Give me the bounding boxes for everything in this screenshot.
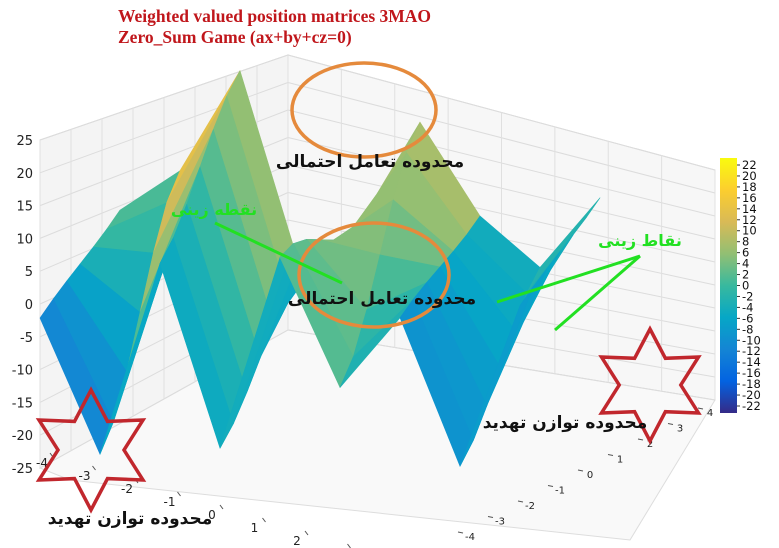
x-tick-label: 0 xyxy=(208,508,216,522)
y-tick-label: 3 xyxy=(677,424,683,435)
chart-subtitle: Zero_Sum Game (ax+by+cz=0) xyxy=(118,27,352,47)
y-tick-label: 0 xyxy=(587,470,593,481)
colorbar-tick-label: 16 xyxy=(742,191,757,205)
y-tick-label: 4 xyxy=(707,408,713,419)
annotation-threat-balance-left: محدوده توازن تهدید xyxy=(48,509,213,529)
colorbar-tick-label: 12 xyxy=(742,213,757,227)
colorbar-tick-label: 18 xyxy=(742,180,757,194)
saddle-pointer-right-a xyxy=(496,254,641,304)
x-tick-label: 1 xyxy=(251,521,259,535)
annotation-overlay: محدوده تعامل احتمالی نقطه زینی محدوده تع… xyxy=(35,61,702,529)
probable-interaction-circle-top xyxy=(290,61,438,159)
annotation-probable-interaction-middle: محدوده تعامل احتمالی xyxy=(288,289,476,309)
threat-star-left xyxy=(35,386,147,514)
z-tick-label: 10 xyxy=(16,232,33,247)
x-tick-mark xyxy=(347,543,351,548)
z-tick-label: 0 xyxy=(25,298,33,313)
z-tick-label: -25 xyxy=(12,462,33,477)
y-tick-mark xyxy=(607,454,614,456)
y-tick-mark xyxy=(667,423,674,425)
z-tick-label: -20 xyxy=(12,429,33,444)
x-tick-label: -2 xyxy=(121,482,133,496)
x-tick-mark xyxy=(262,517,266,523)
x-tick-label: -4 xyxy=(36,456,48,470)
z-tick-label: -10 xyxy=(12,364,33,379)
colorbar-gradient xyxy=(720,158,737,413)
x-tick-mark xyxy=(177,491,181,497)
colorbar: -22-20-18-16-14-12-10-8-6-4-202468101214… xyxy=(720,158,761,413)
colorbar-tick-label: -4 xyxy=(742,300,753,314)
z-tick-label: 25 xyxy=(16,134,33,149)
x-tick-label: -3 xyxy=(79,469,91,483)
colorbar-tick-label: -2 xyxy=(742,289,753,303)
colorbar-tick-label: 4 xyxy=(742,257,749,271)
colorbar-tick-label: 22 xyxy=(742,158,757,172)
colorbar-tick-label: 6 xyxy=(742,246,749,260)
z-tick-label: -15 xyxy=(12,396,33,411)
annotation-threat-balance-right: محدوده توازن تهدید xyxy=(483,413,648,433)
x-tick-label: 2 xyxy=(293,534,301,548)
colorbar-tick-label: 20 xyxy=(742,169,757,183)
threat-star-right xyxy=(598,325,702,445)
z-axis-ticks: -25 -20 -15 -10 -5 0 5 10 15 20 25 xyxy=(12,134,33,477)
y-tick-mark xyxy=(637,438,644,441)
y-tick-label: -1 xyxy=(555,486,565,497)
colorbar-tick-label: -12 xyxy=(742,344,761,358)
z-tick-label: -5 xyxy=(20,331,33,346)
annotation-probable-interaction-top: محدوده تعامل احتمالی xyxy=(276,152,464,172)
x-tick-mark xyxy=(304,530,309,536)
colorbar-tick-label: 14 xyxy=(742,202,757,216)
saddle-pointer-right-b xyxy=(554,254,641,332)
annotation-saddle-points: نقاط زینی xyxy=(598,231,682,250)
x-tick-label: -1 xyxy=(164,495,176,509)
y-tick-label: -2 xyxy=(525,501,535,512)
colorbar-tick-label: -14 xyxy=(742,355,761,369)
annotation-saddle-point: نقطه زینی xyxy=(171,200,257,219)
saddle-pointer-left xyxy=(214,221,343,285)
chart-title: Weighted valued position matrices 3MAO xyxy=(118,6,432,26)
y-tick-mark xyxy=(517,500,524,503)
y-tick-mark xyxy=(487,516,494,518)
colorbar-tick-label: -20 xyxy=(742,388,761,402)
colorbar-tick-label: 2 xyxy=(742,268,749,282)
colorbar-tick-label: -8 xyxy=(742,322,753,336)
probable-interaction-circle-middle xyxy=(297,221,451,329)
z-tick-label: 5 xyxy=(25,265,33,280)
y-tick-mark xyxy=(697,407,704,410)
z-tick-label: 20 xyxy=(16,167,33,182)
z-tick-label: 15 xyxy=(16,200,33,215)
colorbar-tick-label: -18 xyxy=(742,377,761,391)
y-tick-label: 1 xyxy=(617,455,623,466)
y-tick-label: -3 xyxy=(495,517,505,528)
y-tick-mark xyxy=(547,485,554,487)
colorbar-tick-label: 8 xyxy=(742,235,749,249)
colorbar-tick-label: -10 xyxy=(742,333,761,347)
y-tick-label: -4 xyxy=(465,532,475,543)
y-tick-mark xyxy=(457,531,464,534)
colorbar-tick-label: 10 xyxy=(742,224,757,238)
x-tick-mark xyxy=(219,504,224,510)
surface xyxy=(39,70,601,467)
colorbar-tick-label: -16 xyxy=(742,366,761,380)
colorbar-tick-label: 0 xyxy=(742,279,749,293)
colorbar-tick-label: -22 xyxy=(742,399,761,413)
y-tick-mark xyxy=(577,469,584,472)
colorbar-tick-label: -6 xyxy=(742,311,753,325)
x-tick-mark xyxy=(92,465,96,471)
surface-patch xyxy=(459,286,534,467)
